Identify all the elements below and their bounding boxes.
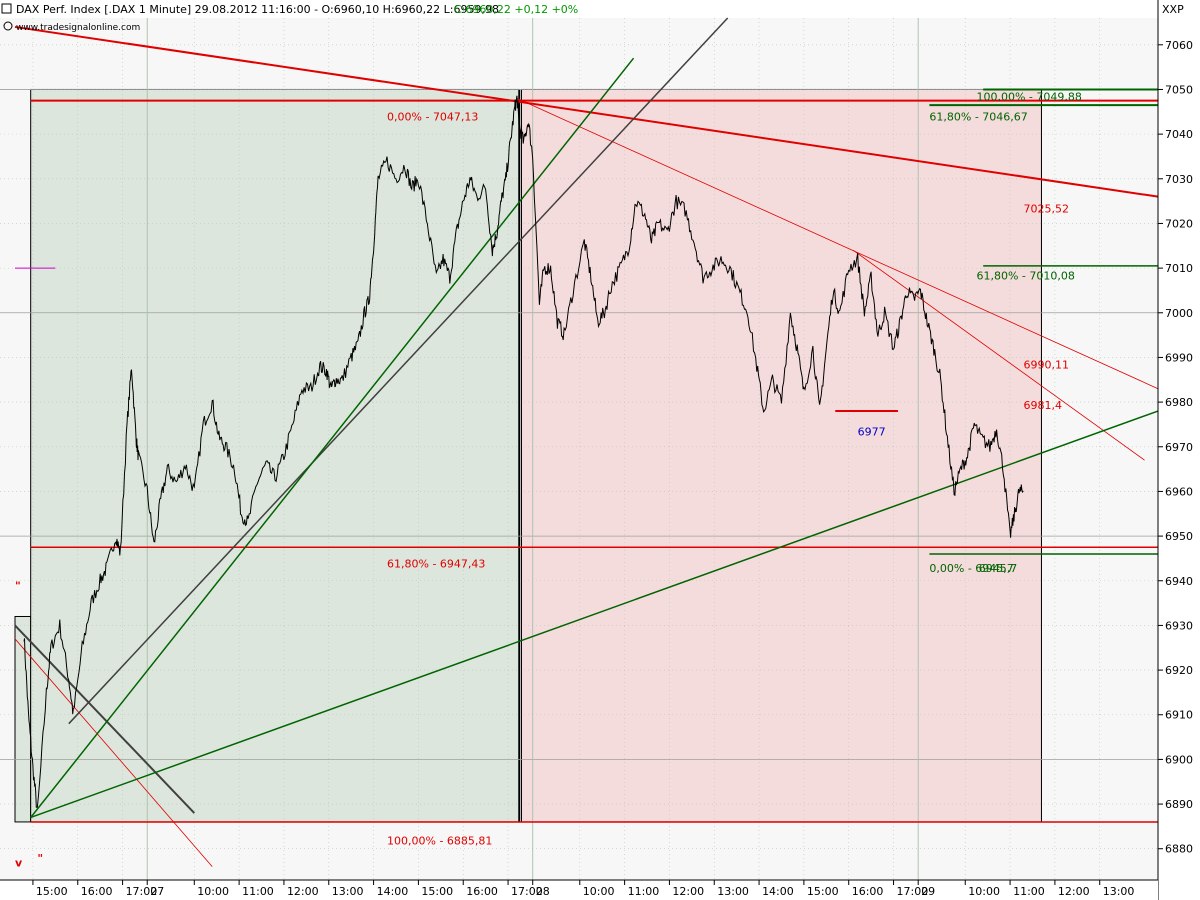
x-tick-label-16: 13:00 [717, 885, 749, 898]
x-tick-label-23: 11:00 [1013, 885, 1045, 898]
marker-quote-label: " [15, 580, 21, 593]
x-tick-label-3: 27 [150, 885, 164, 898]
x-tick-label-12: 28 [536, 885, 550, 898]
price-layer [23, 95, 1024, 808]
source-label: www.tradesignalonline.com [16, 23, 140, 33]
x-tick-label-5: 11:00 [242, 885, 274, 898]
y-tick-label-7040: 7040 [1165, 128, 1193, 141]
y-tick-label-7060: 7060 [1165, 39, 1193, 52]
x-tick-label-20: 17:00 [897, 885, 929, 898]
x-tick-label-9: 15:00 [421, 885, 453, 898]
y-tick-label-6880: 6880 [1165, 843, 1193, 856]
x-tick-label-6: 12:00 [287, 885, 319, 898]
fib-red-0-label: 0,00% - 7047,13 [387, 111, 478, 124]
fib-green-0-label: 0,00% - 6945,7 [929, 562, 1013, 575]
y-tick-label-6900: 6900 [1165, 753, 1193, 766]
x-tick-label-0: 15:00 [36, 885, 68, 898]
level-7025-label: 7025,52 [1024, 202, 1070, 215]
y-axis: 6880 6890 6900 6910 6920 6930 6940 6950 6960 6970… [1157, 0, 1200, 900]
y-tick-label-6890: 6890 [1165, 798, 1193, 811]
green-fib-zone [30, 88, 520, 823]
red-trendline-short [852, 249, 1145, 461]
x-tick-label-7: 13:00 [332, 885, 364, 898]
red-trendline-main [14, 25, 1159, 198]
fib-green-100-label: 100,00% - 7049,88 [976, 91, 1081, 104]
x-tick-label-19: 16:00 [852, 885, 884, 898]
red-fib-zone [521, 88, 1042, 823]
y-tick-label-6990: 6990 [1165, 351, 1193, 364]
grey-trendline-down [14, 624, 196, 814]
x-tick-label-25: 13:00 [1103, 885, 1135, 898]
y-tick-label-7050: 7050 [1165, 83, 1193, 96]
fib-red-100-label: 100,00% - 6885,81 [387, 834, 492, 847]
annotation-layer: 0,00% - 7047,13 61,80% - 6947,43 100,00% -… [15, 91, 1082, 870]
x-tick-label-4: 10:00 [197, 885, 229, 898]
x-tick-label-22: 10:00 [968, 885, 1000, 898]
red-trendline-thin [516, 98, 1159, 390]
x-tick-label-2: 17:00 [126, 885, 158, 898]
y-tick-label-7000: 7000 [1165, 307, 1193, 320]
x-tick-label-13: 10:00 [583, 885, 615, 898]
x-tick-label-8: 14:00 [377, 885, 409, 898]
x-tick-label-11: 17:00 [511, 885, 543, 898]
y-tick-label-6960: 6960 [1165, 485, 1193, 498]
y-axis-background [1158, 0, 1200, 900]
y-tick-label-6910: 6910 [1165, 709, 1193, 722]
y-tick-label-6930: 6930 [1165, 619, 1193, 632]
y-tick-label-6950: 6950 [1165, 530, 1193, 543]
x-tick-label-18: 15:00 [807, 885, 839, 898]
y-tick-label-6970: 6970 [1165, 441, 1193, 454]
y-tick-label-7020: 7020 [1165, 217, 1193, 230]
chart-change: C:6960,22 +0,12 +0% [454, 3, 578, 16]
green-trendline-long [30, 410, 1159, 819]
drawing-lines-layer [14, 17, 1159, 867]
x-tick-label-15: 12:00 [672, 885, 704, 898]
green-trendline-steep [30, 57, 635, 818]
zones-layer [14, 88, 1042, 823]
level-6977-label: 6977 [858, 426, 886, 439]
chart-title: DAX Perf. Index [.DAX 1 Minute] 29.08.20… [16, 3, 499, 16]
y-tick-label-7010: 7010 [1165, 262, 1193, 275]
copyright-icon [3, 21, 13, 31]
x-axis-background [0, 880, 1158, 900]
level-6990-label: 6990,11 [1024, 359, 1070, 372]
y-tick-label-6940: 6940 [1165, 575, 1193, 588]
grid-layer [0, 18, 1158, 880]
marker-v-label: v [15, 857, 23, 870]
level-6981-label: 6981,4 [1024, 399, 1063, 412]
y-tick-label-7030: 7030 [1165, 173, 1193, 186]
x-tick-label-10: 16:00 [466, 885, 498, 898]
x-tick-label-24: 12:00 [1058, 885, 1090, 898]
price-line [23, 95, 1024, 808]
fib-green-618a-label: 61,80% - 7046,67 [929, 111, 1027, 124]
grey-trendline-up [68, 17, 729, 725]
fib-red-618-label: 61,80% - 6947,43 [387, 557, 485, 570]
x-tick-label-17: 14:00 [762, 885, 794, 898]
y-tick-label-6920: 6920 [1165, 664, 1193, 677]
chart-header: DAX Perf. Index [.DAX 1 Minute] 29.08.20… [1, 3, 1184, 33]
y-tick-label-6980: 6980 [1165, 396, 1193, 409]
x-tick-label-21: 29 [921, 885, 935, 898]
fib-green-618b-label: 61,80% - 7010,08 [976, 269, 1074, 282]
header-box-icon [1, 3, 12, 14]
fib-green-0-overlap-label: 6945,7 [979, 562, 1018, 575]
x-tick-label-14: 11:00 [628, 885, 660, 898]
symbol-label: XXP [1162, 3, 1184, 16]
marker-v-quote-label: " [37, 852, 43, 865]
x-tick-label-1: 16:00 [81, 885, 113, 898]
